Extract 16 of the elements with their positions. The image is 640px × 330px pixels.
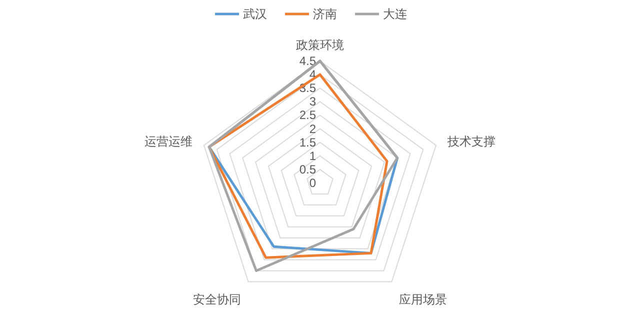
legend-label: 大连 <box>383 7 407 21</box>
y-tick-label: 2.5 <box>299 108 316 122</box>
y-tick-label: 1 <box>309 148 316 163</box>
spoke-label: 安全协同 <box>193 292 242 307</box>
y-tick-label: 0.5 <box>299 162 316 176</box>
legend-label: 济南 <box>313 7 337 21</box>
spoke-label: 应用场景 <box>398 292 447 307</box>
y-tick-label: 2 <box>309 122 316 136</box>
spoke-label: 政策环境 <box>296 38 344 52</box>
y-tick-label: 3 <box>309 94 316 109</box>
y-tick-label: 4.5 <box>299 54 316 68</box>
legend-label: 武汉 <box>243 7 267 21</box>
y-tick-label: 0 <box>309 176 316 190</box>
y-tick-label: 1.5 <box>299 135 316 150</box>
spoke-label: 技术支撑 <box>446 134 496 149</box>
spoke-label: 运营运维 <box>144 134 192 149</box>
